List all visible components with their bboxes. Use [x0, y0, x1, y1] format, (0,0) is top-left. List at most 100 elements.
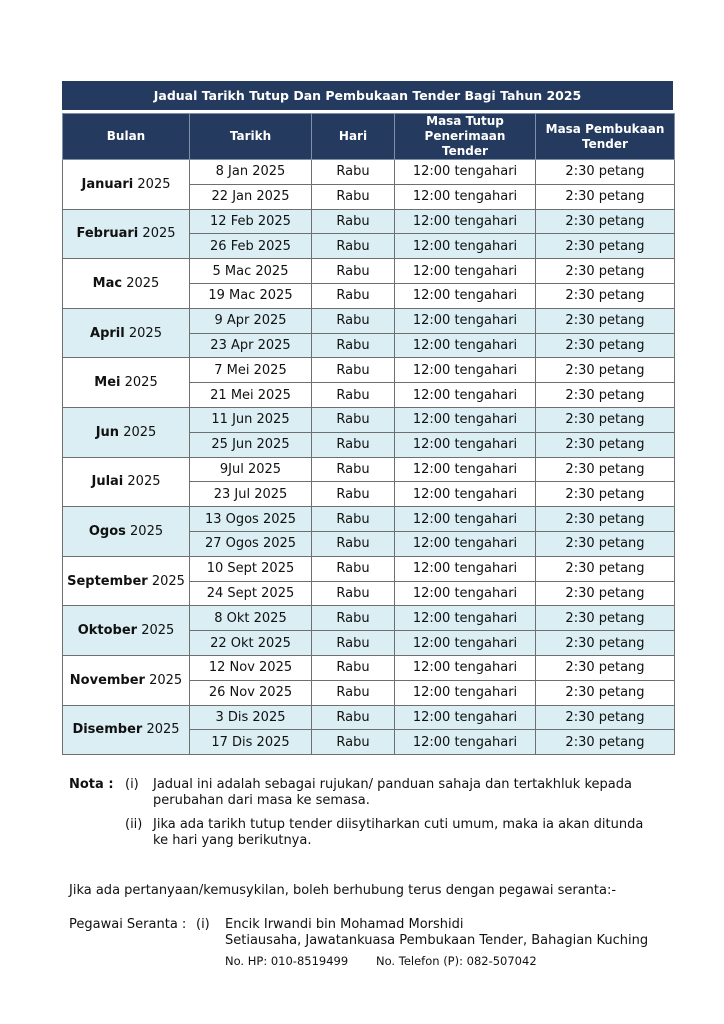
- table-row: 21 Mei 2025 Rabu 12:00 tengahari 2:30 petan…: [63, 382, 675, 408]
- day-cell: Rabu: [311, 233, 395, 260]
- closing-time-cell: 12:00 tengahari: [394, 506, 536, 532]
- date-cell: 8 Jan 2025: [189, 159, 312, 185]
- closing-time-cell: 12:00 tengahari: [394, 630, 536, 656]
- contact-label: Pegawai Seranta :: [69, 917, 187, 932]
- table-row: Ogos 2025 13 Ogos 2025 Rabu 12:00 tengahari…: [62, 506, 675, 557]
- date-cell: 7 Mei 2025: [189, 357, 312, 384]
- month-name: Mac: [92, 275, 123, 291]
- opening-time-cell: 2:30 petang: [535, 630, 675, 656]
- opening-time-cell: 2:30 petang: [535, 580, 675, 607]
- opening-time-cell: 2:30 petang: [535, 208, 675, 235]
- opening-time-cell: 2:30 petang: [535, 357, 675, 384]
- closing-time-cell: 12:00 tengahari: [394, 208, 536, 235]
- date-cell: 22 Okt 2025: [189, 630, 312, 656]
- date-cell: 24 Sept 2025: [189, 580, 312, 607]
- header-hari: Hari: [311, 113, 395, 160]
- month-cell: November 2025: [62, 654, 190, 706]
- day-cell: Rabu: [311, 605, 395, 632]
- table-row: Januari 2025 8 Jan 2025 Rabu 12:00 tengahar…: [62, 159, 675, 210]
- closing-time-cell: 12:00 tengahari: [394, 530, 536, 557]
- table-row: Mac 2025 5 Mac 2025 Rabu 12:00 tengahari 2:3…: [62, 258, 675, 309]
- closing-time-cell: 12:00 tengahari: [394, 406, 536, 433]
- day-cell: Rabu: [311, 307, 395, 334]
- date-cell: 26 Nov 2025: [189, 679, 312, 706]
- day-cell: Rabu: [311, 159, 395, 185]
- day-cell: Rabu: [311, 679, 395, 706]
- header-bulan: Bulan: [62, 113, 190, 160]
- month-year: 2025: [146, 722, 180, 738]
- month-year: 2025: [126, 275, 160, 291]
- closing-time-cell: 12:00 tengahari: [394, 654, 536, 681]
- table-row: 22 Jan 2025 Rabu 12:00 tengahari 2:30 petan…: [63, 183, 675, 210]
- day-cell: Rabu: [311, 431, 395, 458]
- month-cell: Disember 2025: [62, 704, 190, 756]
- day-cell: Rabu: [311, 382, 395, 408]
- table-row: Jun 2025 11 Jun 2025 Rabu 12:00 tengahari 2:…: [62, 406, 675, 458]
- day-cell: Rabu: [311, 183, 395, 210]
- day-cell: Rabu: [311, 208, 395, 235]
- date-cell: 23 Jul 2025: [189, 481, 312, 508]
- date-cell: 27 Ogos 2025: [189, 530, 312, 557]
- opening-time-cell: 2:30 petang: [535, 233, 675, 260]
- month-year: 2025: [124, 375, 158, 391]
- nota-num: (i): [125, 777, 139, 792]
- contact-position: Setiausaha, Jawatankuasa Pembukaan Tende…: [225, 933, 649, 948]
- month-year: 2025: [130, 523, 164, 539]
- month-year: 2025: [142, 226, 176, 242]
- day-cell: Rabu: [311, 282, 395, 309]
- header-tarikh: Tarikh: [189, 113, 312, 160]
- date-cell: 23 Apr 2025: [189, 332, 312, 359]
- month-year: 2025: [123, 424, 157, 440]
- table-row: Julai 2025 9Jul 2025 Rabu 12:00 tengahari 2:…: [62, 456, 675, 508]
- closing-time-cell: 12:00 tengahari: [394, 307, 536, 334]
- closing-time-cell: 12:00 tengahari: [394, 431, 536, 458]
- closing-time-cell: 12:00 tengahari: [394, 729, 536, 756]
- date-cell: 13 Ogos 2025: [189, 506, 312, 532]
- closing-time-cell: 12:00 tengahari: [394, 159, 536, 185]
- date-cell: 5 Mac 2025: [189, 258, 312, 284]
- closing-time-cell: 12:00 tengahari: [394, 580, 536, 607]
- closing-time-cell: 12:00 tengahari: [394, 679, 536, 706]
- closing-time-cell: 12:00 tengahari: [394, 357, 536, 384]
- opening-time-cell: 2:30 petang: [535, 605, 675, 632]
- opening-time-cell: 2:30 petang: [535, 704, 675, 731]
- month-name: Oktober: [77, 623, 138, 639]
- opening-time-cell: 2:30 petang: [535, 282, 675, 309]
- table-row: November 2025 12 Nov 2025 Rabu 12:00 tengah…: [62, 654, 675, 706]
- day-cell: Rabu: [311, 704, 395, 731]
- date-cell: 10 Sept 2025: [189, 555, 312, 582]
- day-cell: Rabu: [311, 506, 395, 532]
- opening-time-cell: 2:30 petang: [535, 654, 675, 681]
- table-row: September 2025 10 Sept 2025 Rabu 12:00 teng…: [62, 555, 675, 607]
- month-name: Disember: [72, 722, 143, 738]
- table-row: 22 Okt 2025 Rabu 12:00 tengahari 2:30 petan…: [63, 630, 675, 656]
- date-cell: 17 Dis 2025: [189, 729, 312, 756]
- contact-name: Encik Irwandi bin Mohamad Morshidi: [225, 917, 464, 932]
- date-cell: 26 Feb 2025: [189, 233, 312, 260]
- opening-time-cell: 2:30 petang: [535, 679, 675, 706]
- date-cell: 12 Feb 2025: [189, 208, 312, 235]
- closing-time-cell: 12:00 tengahari: [394, 332, 536, 359]
- table-row: 26 Feb 2025 Rabu 12:00 tengahari 2:30 petan…: [63, 233, 675, 260]
- closing-time-cell: 12:00 tengahari: [394, 704, 536, 731]
- month-year: 2025: [149, 672, 183, 688]
- table-body: Januari 2025 8 Jan 2025 Rabu 12:00 tengahar…: [62, 159, 675, 756]
- tender-schedule-table: Bulan Tarikh Hari Masa Tutup Penerimaan …: [62, 113, 675, 756]
- table-row: 19 Mac 2025 Rabu 12:00 tengahari 2:30 petan…: [63, 282, 675, 309]
- day-cell: Rabu: [311, 729, 395, 756]
- table-row: 17 Dis 2025 Rabu 12:00 tengahari 2:30 petan…: [63, 729, 675, 756]
- month-name: Februari: [76, 226, 139, 242]
- contact-intro: Jika ada pertanyaan/kemusykilan, boleh b…: [69, 883, 617, 898]
- opening-time-cell: 2:30 petang: [535, 159, 675, 185]
- closing-time-cell: 12:00 tengahari: [394, 258, 536, 284]
- opening-time-cell: 2:30 petang: [535, 456, 675, 483]
- header-row: Bulan Tarikh Hari Masa Tutup Penerimaan …: [62, 113, 675, 160]
- closing-time-cell: 12:00 tengahari: [394, 456, 536, 483]
- nota-label: Nota :: [69, 777, 114, 792]
- contact-tel: No. Telefon (P): 082-507042: [376, 954, 537, 968]
- opening-time-cell: 2:30 petang: [535, 530, 675, 557]
- table-row: Disember 2025 3 Dis 2025 Rabu 12:00 tengaha…: [62, 704, 675, 756]
- opening-time-cell: 2:30 petang: [535, 506, 675, 532]
- month-name: Jun: [95, 424, 120, 440]
- month-name: Januari: [81, 176, 134, 192]
